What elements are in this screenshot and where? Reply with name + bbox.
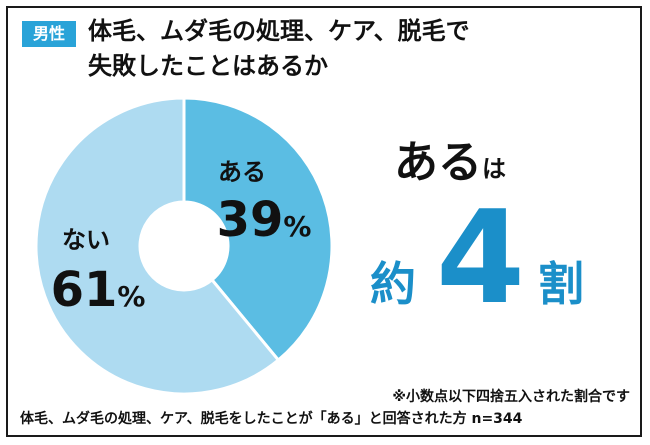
sample-note: 体毛、ムダ毛の処理、ケア、脱毛をしたことが「ある」と回答された方 n=344 bbox=[20, 411, 523, 427]
chart-title: 体毛、ムダ毛の処理、ケア、脱毛で 失敗したことはあるか bbox=[88, 14, 628, 84]
ratio-callout: 約 4 割 bbox=[360, 184, 630, 342]
slice-label-no: ない bbox=[62, 226, 110, 254]
slice-yes bbox=[182, 96, 334, 363]
headline-suffix: は bbox=[482, 155, 506, 183]
title-line-2: 失敗したことはあるか bbox=[88, 52, 328, 80]
donut-chart: ある 39% ない 61% bbox=[34, 96, 334, 396]
slice-label-yes: ある bbox=[218, 158, 266, 186]
ratio-prefix: 約 bbox=[370, 257, 416, 311]
chart-frame: 男性 体毛、ムダ毛の処理、ケア、脱毛で 失敗したことはあるか ある 39% ない 61… bbox=[6, 6, 642, 437]
title-line-1: 体毛、ムダ毛の処理、ケア、脱毛で bbox=[88, 17, 470, 45]
gender-badge: 男性 bbox=[22, 21, 76, 47]
slice-value-yes: 39% bbox=[217, 192, 312, 248]
headline-main: ある bbox=[394, 137, 482, 188]
slice-value-no: 61% bbox=[51, 262, 146, 318]
ratio-number: 4 bbox=[436, 184, 526, 333]
headline: あるは bbox=[394, 126, 614, 190]
rounding-note: ※小数点以下四捨五入された割合です bbox=[392, 389, 630, 405]
slice-no bbox=[34, 96, 281, 396]
ratio-suffix: 割 bbox=[538, 257, 584, 311]
